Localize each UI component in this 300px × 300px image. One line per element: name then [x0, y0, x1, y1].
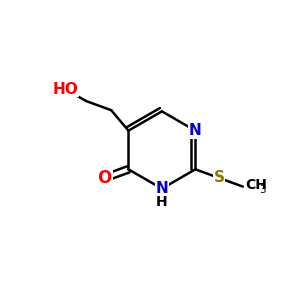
Text: HO: HO — [52, 82, 78, 97]
Text: 3: 3 — [259, 184, 266, 195]
Text: S: S — [214, 170, 225, 185]
Text: N: N — [189, 123, 202, 138]
Text: O: O — [98, 169, 112, 187]
Text: H: H — [156, 195, 168, 209]
Text: N: N — [155, 181, 168, 196]
Text: CH: CH — [245, 178, 267, 192]
